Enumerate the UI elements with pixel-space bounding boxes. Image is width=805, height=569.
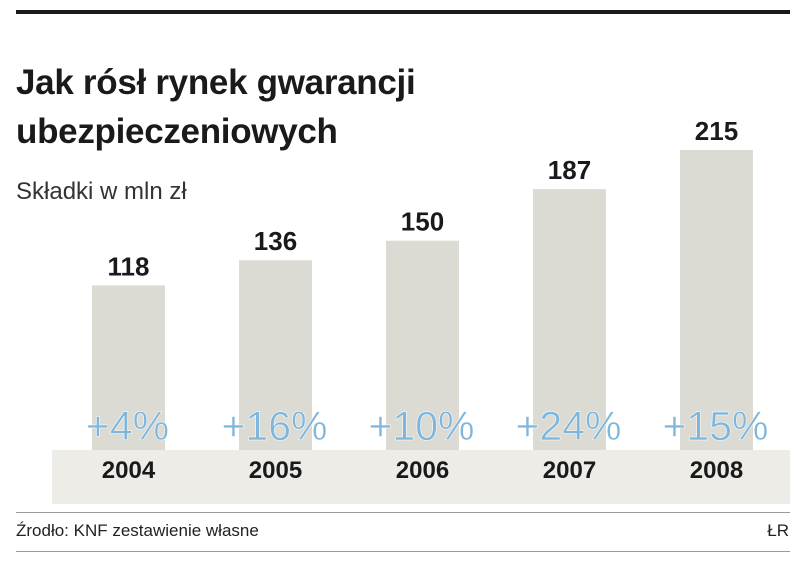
value-label-2006: 150 — [401, 207, 444, 237]
growth-label-2008: +15% — [662, 403, 768, 449]
chart-title: Jak rósł rynek gwarancji ubezpieczeniowy… — [16, 63, 416, 151]
chart-subtitle: Składki w mln zł — [16, 178, 187, 205]
value-label-2007: 187 — [548, 155, 591, 185]
bar-2008 — [680, 150, 753, 450]
growth-label-2005: +16% — [221, 403, 327, 449]
bar-2007 — [533, 189, 606, 450]
category-band — [52, 450, 790, 504]
footer-rule-top — [16, 512, 790, 513]
category-label-2006: 2006 — [396, 457, 449, 484]
bar-2004 — [92, 285, 165, 450]
bar-2005 — [239, 260, 312, 450]
footer-rule-bottom — [16, 551, 790, 552]
category-label-2004: 2004 — [102, 457, 156, 484]
category-label-2005: 2005 — [249, 457, 302, 484]
value-label-2005: 136 — [254, 226, 297, 256]
category-label-2007: 2007 — [543, 457, 596, 484]
top-rule — [16, 10, 790, 14]
category-label-2008: 2008 — [690, 457, 743, 484]
author-credit: ŁR — [767, 521, 789, 540]
value-label-2004: 118 — [108, 251, 150, 281]
growth-label-2006: +10% — [368, 403, 474, 449]
value-label-2008: 215 — [695, 116, 738, 146]
source-note: Źrodło: KNF zestawienie własne — [16, 521, 259, 540]
bar-2006 — [386, 240, 459, 450]
growth-label-2004: +4% — [86, 403, 169, 449]
growth-label-2007: +24% — [515, 403, 621, 449]
